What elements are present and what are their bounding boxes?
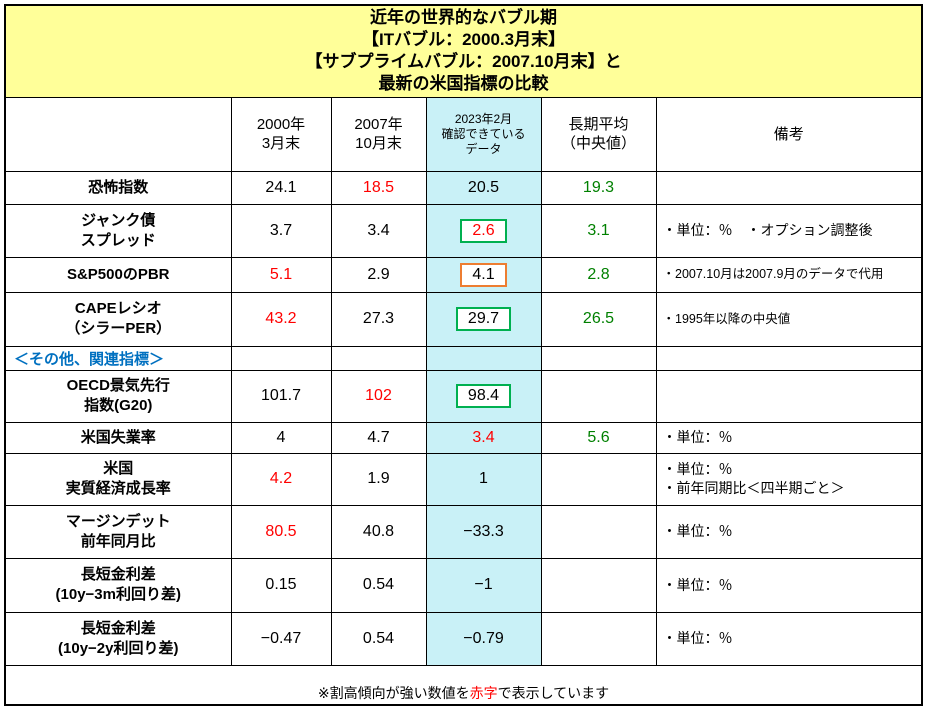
- value-2000: 4: [230, 421, 332, 454]
- value-2007: 2.9: [330, 256, 427, 293]
- highlight-box-green: 29.7: [455, 307, 512, 331]
- row-label: 恐怖指数: [4, 170, 232, 205]
- col-header-avg: 長期平均 （中央値）: [540, 96, 657, 172]
- col-header-2007: 2007年 10月末: [330, 96, 427, 172]
- row-label: マージンデット 前年同月比: [4, 504, 232, 559]
- value-2007: 3.4: [330, 203, 427, 258]
- row-label: 長短金利差 (10y−3m利回り差): [4, 557, 232, 613]
- remark: ・単位：％: [655, 557, 923, 613]
- value-2023: 98.4: [425, 369, 542, 423]
- table-row-junk-spread: ジャンク債 スプレッド 3.7 3.4 2.6 3.1 ・単位：％ ・オプション…: [4, 203, 923, 258]
- table-row-cape: CAPEレシオ （シラーPER） 43.2 27.3 29.7 26.5 ・19…: [4, 291, 923, 347]
- footnote-text: ※割高傾向が強い数値を: [317, 684, 470, 701]
- remark: ・1995年以降の中央値: [655, 291, 923, 347]
- header-row: 2000年 3月末 2007年 10月末 2023年2月 確認できている データ…: [4, 96, 923, 172]
- value-2023: 20.5: [425, 170, 542, 205]
- footnote-red-word: 赤字: [469, 684, 498, 701]
- section-label: ＜その他、関連指標＞: [4, 345, 232, 371]
- value-2007: 4.7: [330, 421, 427, 454]
- remark: ・単位：％ ・前年同期比＜四半期ごと＞: [655, 452, 923, 506]
- value-2000: 24.1: [230, 170, 332, 205]
- value-2023: −0.79: [425, 611, 542, 666]
- value-avg: 2.8: [540, 256, 657, 293]
- table-row-yield-spread-10y2y: 長短金利差 (10y−2y利回り差) −0.47 0.54 −0.79 ・単位：…: [4, 611, 923, 666]
- value-2023: 3.4: [425, 421, 542, 454]
- row-label: OECD景気先行 指数(G20): [4, 369, 232, 423]
- row-label: 長短金利差 (10y−2y利回り差): [4, 611, 232, 666]
- remark: ・2007.10月は2007.9月のデータで代用: [655, 256, 923, 293]
- value-avg: [540, 452, 657, 506]
- value-2023: 4.1: [425, 256, 542, 293]
- col-header-2000: 2000年 3月末: [230, 96, 332, 172]
- row-label: ジャンク債 スプレッド: [4, 203, 232, 258]
- value-2000: 5.1: [230, 256, 332, 293]
- value-2000: 4.2: [230, 452, 332, 506]
- highlight-box-orange: 4.1: [460, 262, 507, 287]
- value-2007: 40.8: [330, 504, 427, 559]
- value-2007: 1.9: [330, 452, 427, 506]
- remark: [655, 170, 923, 205]
- remark: [655, 369, 923, 423]
- value-2007: 0.54: [330, 611, 427, 666]
- value-2000: 43.2: [230, 291, 332, 347]
- table-row-oecd-cli: OECD景気先行 指数(G20) 101.7 102 98.4: [4, 369, 923, 423]
- value-2007: 0.54: [330, 557, 427, 613]
- empty-cell: [230, 345, 332, 371]
- table-row-gdp-growth: 米国 実質経済成長率 4.2 1.9 1 ・単位：％ ・前年同期比＜四半期ごと＞: [4, 452, 923, 506]
- table-row-sp500-pbr: S&P500のPBR 5.1 2.9 4.1 2.8 ・2007.10月は200…: [4, 256, 923, 293]
- col-header-remarks: 備考: [655, 96, 923, 172]
- table-row-yield-spread-10y3m: 長短金利差 (10y−3m利回り差) 0.15 0.54 −1 ・単位：％: [4, 557, 923, 613]
- value-2007: 27.3: [330, 291, 427, 347]
- remark: ・単位：％: [655, 504, 923, 559]
- empty-cell: [540, 345, 657, 371]
- value-2000: 3.7: [230, 203, 332, 258]
- corner-cell: [4, 96, 232, 172]
- footnote: ※割高傾向が強い数値を赤字で表示しています: [4, 664, 923, 705]
- row-label: 米国 実質経済成長率: [4, 452, 232, 506]
- empty-cell: [425, 345, 542, 371]
- value-avg: [540, 504, 657, 559]
- empty-cell: [655, 345, 923, 371]
- comparison-table: 近年の世界的なバブル期 【ITバブル：2000.3月末】 【サブプライムバブル：…: [4, 4, 924, 706]
- value-2023: 1: [425, 452, 542, 506]
- value-2000: 101.7: [230, 369, 332, 423]
- highlight-box-green: 98.4: [455, 384, 512, 408]
- table-row-unemployment: 米国失業率 4 4.7 3.4 5.6 ・単位：％: [4, 421, 923, 454]
- value-avg: [540, 369, 657, 423]
- value-avg: [540, 611, 657, 666]
- empty-cell: [330, 345, 427, 371]
- value-2023: −1: [425, 557, 542, 613]
- remark: ・単位：％: [655, 611, 923, 666]
- highlight-box-green: 2.6: [460, 218, 507, 243]
- section-row: ＜その他、関連指標＞: [4, 345, 923, 371]
- value-avg: [540, 557, 657, 613]
- value-2000: 80.5: [230, 504, 332, 559]
- value-avg: 26.5: [540, 291, 657, 347]
- page-title: 近年の世界的なバブル期 【ITバブル：2000.3月末】 【サブプライムバブル：…: [4, 4, 923, 98]
- value-avg: 5.6: [540, 421, 657, 454]
- row-label: CAPEレシオ （シラーPER）: [4, 291, 232, 347]
- row-label: S&P500のPBR: [4, 256, 232, 293]
- value-2023: −33.3: [425, 504, 542, 559]
- footnote-text: で表示しています: [497, 684, 610, 701]
- value-avg: 19.3: [540, 170, 657, 205]
- value-2000: −0.47: [230, 611, 332, 666]
- col-header-2023: 2023年2月 確認できている データ: [425, 96, 542, 172]
- remark: ・単位：％ ・オプション調整後: [655, 203, 923, 258]
- value-avg: 3.1: [540, 203, 657, 258]
- table-row-margin-debt: マージンデット 前年同月比 80.5 40.8 −33.3 ・単位：％: [4, 504, 923, 559]
- value-2000: 0.15: [230, 557, 332, 613]
- title-row: 近年の世界的なバブル期 【ITバブル：2000.3月末】 【サブプライムバブル：…: [4, 4, 923, 98]
- remark: ・単位：％: [655, 421, 923, 454]
- row-label: 米国失業率: [4, 421, 232, 454]
- value-2023: 2.6: [425, 203, 542, 258]
- value-2007: 102: [330, 369, 427, 423]
- table-row-vix: 恐怖指数 24.1 18.5 20.5 19.3: [4, 170, 923, 205]
- value-2023: 29.7: [425, 291, 542, 347]
- footnote-row: ※割高傾向が強い数値を赤字で表示しています: [4, 664, 923, 705]
- value-2007: 18.5: [330, 170, 427, 205]
